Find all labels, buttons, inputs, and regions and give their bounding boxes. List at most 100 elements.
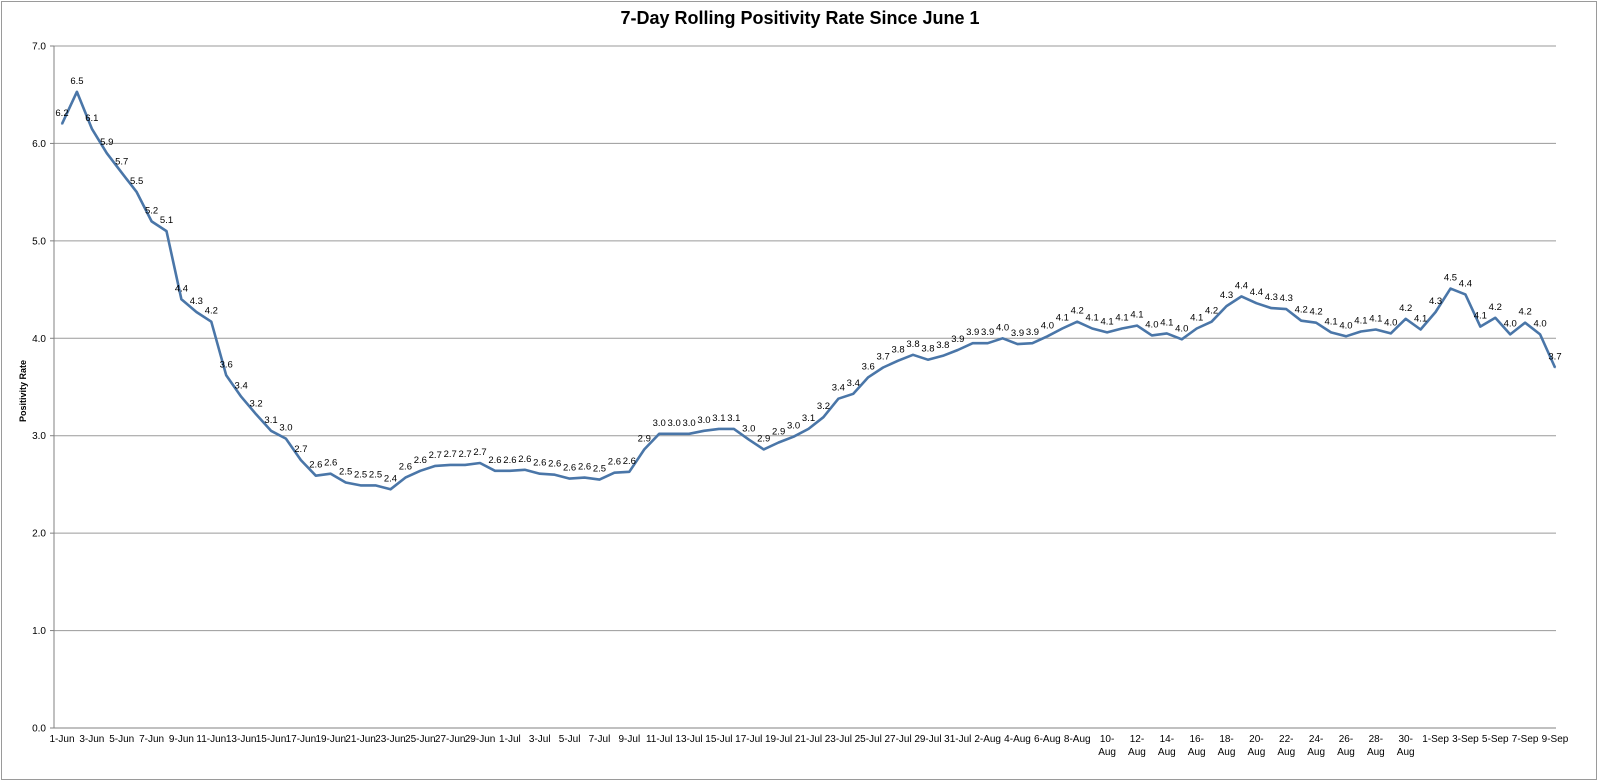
data-label: 2.7: [473, 447, 486, 458]
data-label: 2.6: [533, 458, 546, 469]
data-point: [359, 484, 362, 487]
data-point: [1389, 332, 1392, 335]
data-point: [270, 430, 272, 432]
data-label: 2.7: [429, 450, 442, 461]
data-label: 4.0: [1041, 320, 1054, 331]
data-label: 6.1: [85, 113, 98, 124]
data-point: [524, 469, 526, 471]
data-label: 2.6: [518, 454, 531, 465]
x-tick-label: 6-Aug: [1034, 734, 1061, 745]
data-point: [867, 376, 870, 379]
data-label: 2.6: [399, 462, 412, 473]
data-label: 2.5: [339, 466, 352, 477]
x-tick-label: 27-Jun: [435, 734, 466, 745]
data-label: 3.4: [847, 378, 860, 389]
y-tick-label: 0.0: [32, 724, 46, 735]
data-point: [105, 152, 108, 154]
x-tick-label: 9-Sep: [1542, 734, 1569, 745]
data-point: [1479, 325, 1482, 328]
data-point: [1180, 338, 1183, 341]
data-label: 4.2: [1205, 306, 1218, 317]
data-label: 3.2: [249, 398, 262, 409]
data-point: [777, 441, 780, 444]
x-tick-label: 13-Jun: [226, 734, 257, 745]
x-tick-label: 23-Jul: [825, 734, 852, 745]
data-label: 4.1: [1160, 317, 1173, 328]
x-tick-label: 14-Aug: [1158, 734, 1176, 758]
data-label: 3.8: [936, 340, 949, 351]
data-label: 4.3: [1429, 296, 1442, 307]
x-tick-label: 11-Jun: [196, 734, 226, 745]
data-label: 3.7: [877, 352, 890, 363]
x-tick-label: 29-Jul: [914, 734, 941, 745]
data-label: 5.2: [145, 205, 158, 216]
data-label: 3.1: [264, 415, 277, 426]
data-point: [598, 478, 601, 481]
data-point: [882, 366, 884, 369]
data-point: [673, 432, 675, 435]
data-point: [613, 471, 616, 474]
x-tick-label: 7-Jul: [589, 734, 611, 745]
x-tick-label: 7-Jun: [139, 734, 164, 745]
data-label: 2.4: [384, 473, 397, 484]
data-point: [165, 230, 168, 232]
x-tick-label: 8-Aug: [1064, 734, 1091, 745]
data-point: [792, 435, 795, 438]
data-point: [1419, 328, 1422, 331]
data-label: 2.5: [369, 469, 382, 480]
data-label: 3.0: [279, 423, 292, 434]
data-label: 3.8: [921, 344, 934, 355]
x-tick-label: 5-Sep: [1482, 734, 1509, 745]
data-point: [120, 171, 123, 174]
data-label: 2.6: [309, 460, 322, 471]
data-label: 2.7: [459, 449, 472, 460]
y-axis-ticks: 0.0 1.0 2.0 3.0 4.0 5.0 6.0 7.0: [32, 42, 46, 735]
data-point: [1330, 331, 1332, 334]
data-point: [1225, 305, 1228, 307]
series-group: [60, 90, 1557, 491]
data-label: 3.9: [966, 327, 979, 338]
data-label: 4.1: [1190, 313, 1203, 324]
data-label: 4.1: [1354, 315, 1367, 326]
data-label: 4.4: [1459, 278, 1472, 289]
data-label: 4.1: [1086, 313, 1099, 324]
data-point: [135, 191, 138, 193]
data-point: [315, 474, 317, 477]
data-point: [1255, 302, 1258, 305]
data-label: 2.6: [608, 457, 621, 468]
y-tick-label: 6.0: [32, 139, 46, 150]
data-label: 4.2: [1489, 302, 1502, 313]
data-label: 4.1: [1324, 316, 1337, 327]
data-label: 4.2: [1310, 307, 1323, 318]
data-point: [1166, 332, 1168, 335]
y-tick-label: 7.0: [32, 42, 46, 53]
data-label: 5.1: [160, 215, 173, 226]
data-point: [1076, 320, 1079, 323]
data-label: 4.3: [1265, 292, 1278, 303]
data-label: 6.2: [55, 108, 68, 119]
data-point: [195, 311, 198, 313]
x-tick-label: 9-Jun: [169, 734, 194, 745]
data-point: [1046, 335, 1049, 338]
data-point: [1240, 295, 1243, 298]
data-label: 2.5: [354, 469, 367, 480]
x-tick-label: 5-Jul: [559, 734, 581, 745]
data-point: [1031, 342, 1034, 344]
x-tick-label: 18-Aug: [1218, 734, 1236, 758]
data-label: 2.5: [593, 464, 606, 475]
data-point: [285, 437, 287, 440]
x-tick-label: 24-Aug: [1307, 734, 1325, 758]
data-label: 2.6: [578, 462, 591, 473]
x-tick-label: 30-Aug: [1397, 734, 1415, 758]
x-tick-label: 29-Jun: [465, 734, 496, 745]
y-tick-label: 3.0: [32, 431, 46, 442]
data-label: 3.6: [862, 361, 875, 372]
data-label: 3.7: [1548, 352, 1561, 363]
x-tick-label: 28-Aug: [1367, 734, 1385, 758]
x-tick-label: 3-Sep: [1452, 734, 1479, 745]
data-point: [494, 469, 496, 472]
data-point: [1136, 324, 1138, 327]
data-point: [852, 393, 855, 395]
data-point: [76, 90, 78, 93]
